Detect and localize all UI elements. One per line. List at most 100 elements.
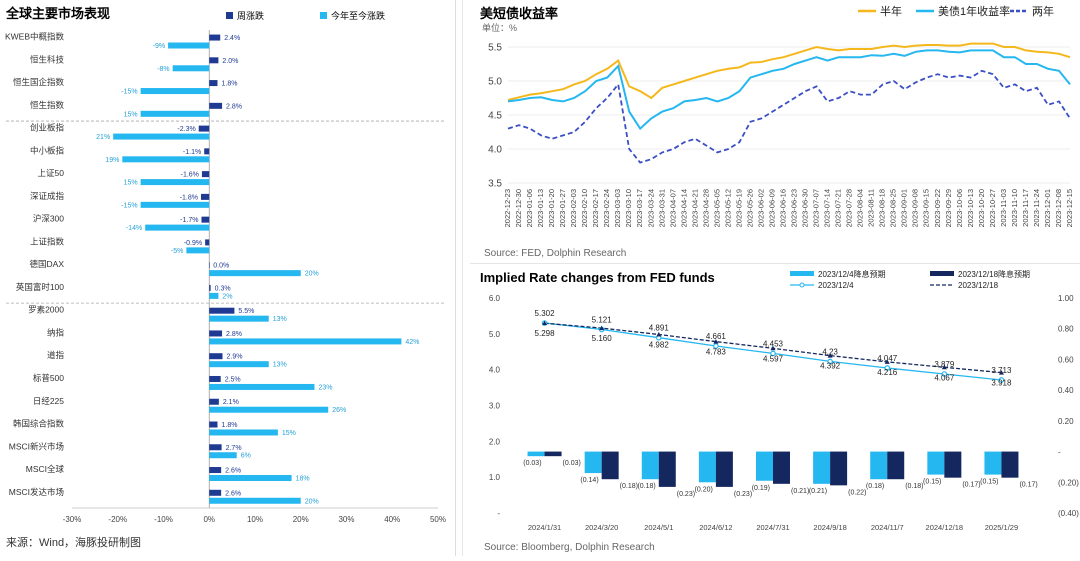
x-tick-label: 2023-01-27: [558, 189, 567, 227]
global-market-performance-panel: 全球主要市场表现 周涨跌 今年至今涨跌 KWEB中概指数 2.4% -9% 恒生科技 2…: [0, 0, 456, 556]
legend-bar-1204-swatch: [790, 271, 814, 276]
two-year-line: [507, 69, 1071, 164]
ytd-value-label: 15%: [124, 111, 138, 118]
right-y-tick-label: (0.40): [1058, 509, 1079, 518]
x-tick-label: 2023-02-03: [569, 189, 578, 227]
weekly-bar: [201, 171, 210, 178]
x-tick-label: 2024/3/20: [585, 523, 618, 532]
ytd-bar: [186, 247, 210, 254]
ytd-bar: [209, 315, 269, 322]
x-tick-label: 2023-10-13: [966, 189, 975, 227]
x-tick-label: 2023-08-18: [878, 189, 887, 227]
line-1204-point: [827, 358, 833, 365]
weekly-value-label: 0.0%: [213, 263, 229, 270]
bar-1204: [756, 451, 773, 481]
category-label: 沪深300: [33, 214, 64, 224]
treasury-yield-chart: 美短债收益率 单位：% 半年 美债1年收益率 两年 5.55.04.54.03.5 …: [480, 4, 1074, 259]
ytd-value-label: -8%: [157, 66, 169, 73]
ytd-value-label: -5%: [171, 248, 183, 255]
line-1204-label: 4.23: [822, 347, 838, 356]
weekly-value-label: 2.6%: [225, 490, 241, 497]
x-tick-label: 2023-08-11: [867, 189, 876, 227]
y-tick-label: 5.5: [488, 43, 502, 54]
y-gridlines: 5.5 5.0 4.5 4.0 3.5: [488, 43, 1070, 190]
ytd-value-label: -15%: [121, 202, 137, 209]
bar-1218: [544, 451, 562, 457]
weekly-bar: [198, 125, 210, 132]
weekly-value-label: 2.6%: [225, 468, 241, 475]
bar-1218-label: (0.22): [848, 489, 866, 496]
line-1204-label: 5.302: [535, 309, 556, 318]
weekly-value-label: 2.9%: [227, 354, 243, 361]
x-tick-label: 2023-04-14: [679, 189, 688, 227]
legend-line-1218-label: 2023/12/18: [958, 281, 999, 290]
ytd-bar: [209, 270, 301, 277]
line-1218-point: [770, 345, 776, 351]
category-label: 英国富时100: [16, 282, 64, 292]
line-1218-label: 4.597: [763, 354, 784, 363]
x-tick-label: 2023-09-08: [911, 189, 920, 227]
ytd-bar: [172, 65, 210, 72]
panel-divider-horizontal: [470, 263, 1080, 264]
category-label: 标普500: [33, 373, 64, 383]
implied-rate-panel: Implied Rate changes from FED funds 2023…: [470, 268, 1080, 556]
x-tick-label: 2023-09-01: [900, 189, 909, 227]
bar-1218: [601, 451, 619, 480]
y-tick-label: 5.0: [488, 77, 502, 88]
bar-1218: [830, 451, 848, 486]
weekly-bar: [209, 284, 211, 291]
right-y-tick-label: 0.60: [1058, 355, 1074, 364]
weekly-value-label: 2.0%: [222, 58, 238, 65]
ytd-bar: [209, 292, 219, 299]
x-tick-label: 0%: [203, 515, 215, 524]
weekly-value-label: 0.3%: [215, 285, 231, 292]
category-label: 纳指: [47, 327, 65, 337]
category-label: 中小板指: [30, 145, 65, 155]
bar-1218-label: (0.17): [1019, 482, 1037, 489]
weekly-bar: [209, 467, 222, 474]
line-1218-label: 4.067: [934, 373, 955, 382]
x-tick-label: 2023-12-01: [1043, 189, 1052, 227]
line-series: [507, 42, 1071, 164]
x-tick-label: 2024/1/31: [528, 523, 561, 532]
weekly-value-label: -1.6%: [181, 172, 199, 179]
weekly-bar: [209, 375, 221, 382]
line-1218-label: 5.160: [592, 334, 613, 343]
category-label: 深证成指: [30, 191, 65, 201]
line-1218-label: 4.783: [706, 348, 727, 357]
x-tick-label: 2024/11/7: [871, 523, 904, 532]
x-tick-label: 2023-03-24: [646, 189, 655, 227]
legend-ytd-label: 今年至今涨跌: [331, 10, 385, 21]
line-1204-label: 5.121: [592, 315, 613, 324]
line-1218-point: [599, 325, 605, 331]
panel-divider: [462, 0, 463, 556]
right-y-tick-label: (0.20): [1058, 478, 1079, 487]
bar-1204-label: (0.15): [923, 479, 941, 486]
x-tick-label: 2023-11-17: [1021, 189, 1030, 227]
x-tick-label: 2023-06-16: [778, 189, 787, 227]
x-tick-label: 2023-03-31: [657, 189, 666, 227]
bar-1204-label: (0.03): [523, 460, 541, 467]
line-1204-label: 3.713: [991, 366, 1012, 375]
global-market-chart: 全球主要市场表现 周涨跌 今年至今涨跌 KWEB中概指数 2.4% -9% 恒生科技 2…: [5, 6, 446, 549]
bar-1204: [813, 451, 831, 484]
x-tick-label: 2024/6/12: [699, 523, 732, 532]
line-1218-point: [884, 359, 890, 364]
bar-1218: [715, 451, 733, 487]
weekly-bar: [209, 489, 222, 496]
x-tick-label: 2023-05-19: [734, 189, 743, 227]
x-tick-label: 2023-08-04: [856, 189, 865, 227]
ytd-bar: [140, 110, 210, 117]
ytd-value-label: 20%: [305, 498, 319, 505]
line-1204-label: 4.891: [649, 324, 670, 333]
right-y-tick-label: -: [1058, 448, 1061, 457]
bar-1204-label: (0.20): [695, 486, 713, 493]
weekly-value-label: 2.1%: [223, 399, 239, 406]
chart-source: Source: Bloomberg, Dolphin Research: [484, 542, 655, 553]
legend-label: 美债1年收益率: [938, 4, 1010, 18]
line-1204-point: [941, 371, 948, 377]
ytd-value-label: 13%: [273, 362, 287, 369]
right-y-tick-label: 1.00: [1058, 294, 1074, 303]
category-label: 创业板指: [30, 123, 65, 133]
chart-source: Source: FED, Dolphin Research: [484, 248, 626, 259]
